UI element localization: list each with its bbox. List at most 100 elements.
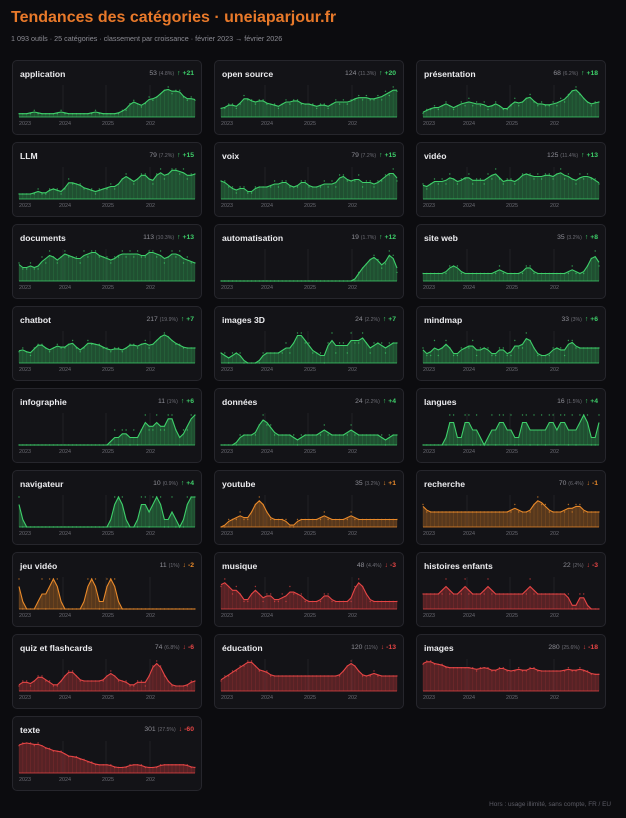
- data-point: [277, 186, 280, 188]
- data-point: [430, 272, 432, 275]
- data-point: [338, 174, 341, 176]
- data-point: [529, 578, 531, 580]
- data-point: [175, 764, 177, 766]
- data-point: [41, 256, 43, 258]
- year-tick-label: 202: [550, 203, 559, 209]
- data-point: [464, 578, 466, 580]
- data-point: [304, 342, 306, 344]
- data-point: [529, 173, 531, 175]
- category-card[interactable]: quiz et flashcards 74 (6.8%) ↓ -6 2023 2024 20…: [12, 634, 202, 709]
- data-point: [114, 766, 116, 769]
- trend-down-icon: ↓: [178, 726, 183, 733]
- category-card[interactable]: images 3D 24 (2.2%) ↑ +7 2023 2024 2025 202: [214, 306, 404, 381]
- data-point: [571, 511, 573, 513]
- data-point: [75, 755, 78, 758]
- category-card[interactable]: recherche 70 (6.4%) ↓ -1 2023 2024 2025 202: [416, 470, 606, 545]
- data-point: [521, 511, 524, 513]
- data-point: [350, 180, 352, 182]
- category-card[interactable]: voix 79 (7.2%) ↑ +15 2023 2024 2025 202: [214, 142, 404, 217]
- data-point: [342, 600, 345, 603]
- data-point: [102, 113, 104, 115]
- data-point: [29, 113, 32, 115]
- data-point: [60, 680, 62, 682]
- growth-delta: +4: [590, 398, 598, 405]
- share-percent: (11%): [364, 645, 378, 651]
- data-point: [179, 685, 181, 687]
- data-point: [533, 347, 535, 349]
- data-point: [540, 272, 543, 275]
- year-tick-label: 202: [550, 695, 559, 701]
- data-point: [91, 680, 93, 682]
- data-point: [83, 758, 85, 761]
- data-point: [369, 434, 371, 436]
- data-point: [239, 434, 241, 436]
- data-point: [510, 354, 512, 357]
- data-point: [518, 511, 520, 513]
- tool-count: 16: [557, 398, 565, 405]
- category-card[interactable]: infographie 11 (1%) ↑ +6 2023 2024 2025 202: [12, 388, 202, 463]
- data-point: [358, 518, 360, 521]
- category-card[interactable]: vidéo 125 (11.4%) ↑ +13 2023 2024 2025 202: [416, 142, 606, 217]
- data-point: [533, 101, 535, 103]
- category-card[interactable]: open source 124 (11.3%) ↑ +20 2023 2024 2025 20…: [214, 60, 404, 135]
- data-point: [369, 180, 371, 182]
- year-tick-label: 202: [550, 285, 559, 291]
- data-point: [586, 173, 589, 175]
- category-card[interactable]: langues 16 (1.5%) ↑ +4 2023 2024 2025 202: [416, 388, 606, 463]
- data-point: [487, 347, 489, 349]
- data-point: [121, 429, 124, 431]
- data-point: [373, 342, 375, 344]
- data-point: [293, 593, 295, 595]
- data-point: [525, 97, 527, 99]
- data-point: [156, 339, 158, 342]
- tool-count: 280: [548, 644, 560, 651]
- category-card[interactable]: éducation 120 (11%) ↓ -13 2023 2024 2025 202: [214, 634, 404, 709]
- data-point: [277, 675, 280, 677]
- data-point: [91, 188, 93, 190]
- category-card[interactable]: site web 35 (3.2%) ↑ +8 2023 2024 2025 202: [416, 224, 606, 299]
- trend-area: [19, 252, 195, 281]
- category-card[interactable]: chatbot 217 (19.9%) ↑ +7 2023 2024 2025 202: [12, 306, 202, 381]
- category-card[interactable]: données 24 (2.2%) ↑ +4 2023 2024 2025 202: [214, 388, 404, 463]
- category-card[interactable]: présentation 68 (6.2%) ↑ +18 2023 2024 2025 202: [416, 60, 606, 135]
- data-point: [273, 180, 276, 182]
- category-card[interactable]: jeu vidéo 11 (1%) ↓ -2 2023 2024 2025 202: [12, 552, 202, 627]
- data-point: [258, 99, 260, 101]
- category-card[interactable]: documents 113 (10.3%) ↑ +13 2023 2024 2025 202: [12, 224, 202, 299]
- category-card[interactable]: youtube 35 (3.2%) ↓ +1 2023 2024 2025 202: [214, 470, 404, 545]
- data-point: [293, 434, 295, 436]
- data-point: [483, 183, 485, 185]
- year-tick-label: 2023: [221, 695, 233, 701]
- data-point: [452, 593, 455, 595]
- data-point: [540, 593, 543, 595]
- category-card[interactable]: automatisation 19 (1.7%) ↑ +12 2023 2024 2025 2…: [214, 224, 404, 299]
- category-card[interactable]: images 280 (25.6%) ↓ -18 2023 2024 2025 202: [416, 634, 606, 709]
- data-point: [335, 600, 337, 603]
- data-point: [498, 667, 501, 669]
- category-card[interactable]: histoires enfants 22 (2%) ↓ -3 2023 2024 2025 2…: [416, 552, 606, 627]
- category-card[interactable]: texte 301 (27.5%) ↓ -60 2023 2024 2025 202: [12, 716, 202, 791]
- data-point: [33, 109, 35, 111]
- category-name: vidéo: [424, 151, 447, 161]
- data-point: [163, 675, 166, 677]
- data-point: [422, 272, 424, 275]
- tool-count: 24: [355, 398, 363, 405]
- data-point: [144, 103, 146, 105]
- category-card[interactable]: mindmap 33 (3%) ↑ +6 2023 2024 2025 202: [416, 306, 606, 381]
- data-point: [136, 347, 139, 349]
- category-card[interactable]: LLM 79 (7.2%) ↑ +15 2023 2024 2025 202: [12, 142, 202, 217]
- data-point: [331, 434, 333, 436]
- category-card[interactable]: application 53 (4.8%) ↑ +21 2023 2024 2025 202: [12, 60, 202, 135]
- data-point: [79, 262, 81, 264]
- data-point: [91, 113, 93, 115]
- data-point: [171, 764, 173, 766]
- data-point: [125, 173, 127, 175]
- data-point: [117, 496, 120, 498]
- data-point: [525, 265, 527, 267]
- data-point: [144, 496, 146, 498]
- category-card[interactable]: navigateur 10 (0.9%) ↑ +4 2023 2024 2025 202: [12, 470, 202, 545]
- data-point: [144, 766, 146, 769]
- data-point: [289, 186, 291, 188]
- category-card[interactable]: musique 48 (4.4%) ↓ -3 2023 2024 2025 202: [214, 552, 404, 627]
- data-point: [250, 593, 253, 595]
